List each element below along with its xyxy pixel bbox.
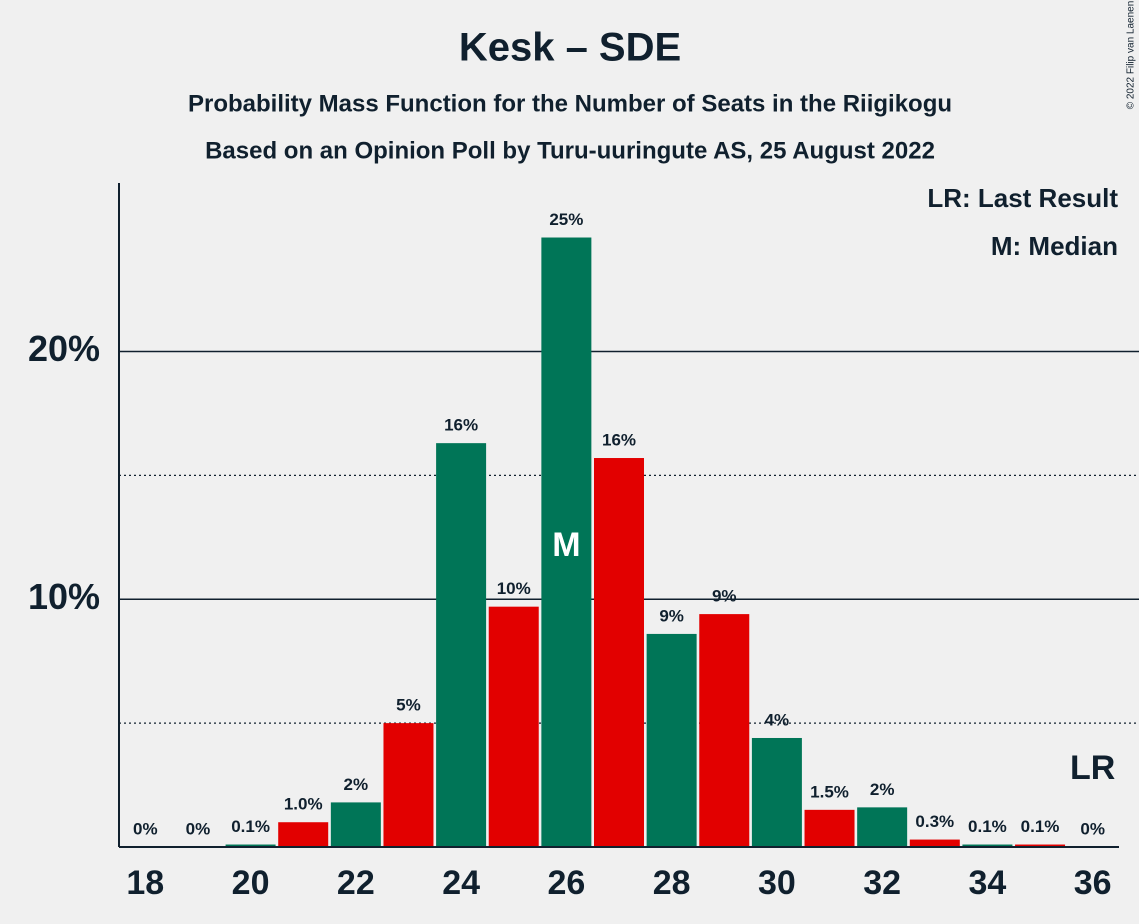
chart-subtitle: Based on an Opinion Poll by Turu-uuringu… xyxy=(205,137,935,164)
value-label: 0% xyxy=(1080,819,1105,838)
chart-title: Kesk – SDE xyxy=(459,26,681,70)
bar xyxy=(383,723,434,847)
bar xyxy=(278,822,329,847)
value-label: 0.1% xyxy=(1021,817,1060,836)
bar xyxy=(751,737,802,847)
value-label: 9% xyxy=(712,587,737,606)
bar xyxy=(962,844,1013,847)
chart-subtitle: Probability Mass Function for the Number… xyxy=(188,90,952,117)
value-label: 2% xyxy=(870,780,895,799)
bar xyxy=(225,844,276,847)
bar xyxy=(804,809,855,847)
x-tick-label: 20 xyxy=(232,864,270,902)
value-label: 10% xyxy=(497,579,531,598)
value-label: 4% xyxy=(765,710,790,729)
value-label: 9% xyxy=(659,606,684,625)
value-label: 1.5% xyxy=(810,782,849,801)
x-tick-label: 30 xyxy=(758,864,796,902)
x-tick-label: 36 xyxy=(1074,864,1112,902)
x-tick-label: 24 xyxy=(442,864,480,902)
bar xyxy=(330,802,381,847)
y-tick-label: 20% xyxy=(28,328,100,369)
x-tick-label: 26 xyxy=(547,864,585,902)
value-label: 16% xyxy=(602,430,636,449)
value-label: 5% xyxy=(396,696,421,715)
last-result-marker: LR xyxy=(1070,749,1115,787)
x-tick-label: 34 xyxy=(969,864,1007,902)
legend-entry: LR: Last Result xyxy=(927,183,1118,213)
value-label: 0.3% xyxy=(915,812,954,831)
bar xyxy=(699,614,750,847)
value-label: 0.1% xyxy=(231,817,270,836)
x-tick-label: 22 xyxy=(337,864,375,902)
value-label: 25% xyxy=(549,210,583,229)
bar xyxy=(857,807,908,847)
legend-entry: M: Median xyxy=(991,231,1118,261)
value-label: 0% xyxy=(186,819,211,838)
x-tick-label: 18 xyxy=(126,864,164,902)
value-label: 16% xyxy=(444,416,478,435)
copyright: © 2022 Filip van Laenen xyxy=(1126,1,1137,110)
x-tick-label: 32 xyxy=(863,864,901,902)
bar xyxy=(646,633,697,847)
value-label: 0% xyxy=(133,819,158,838)
bar xyxy=(488,606,539,847)
bar xyxy=(436,443,487,847)
bar xyxy=(909,839,960,847)
bar xyxy=(1015,844,1066,847)
value-label: 0.1% xyxy=(968,817,1007,836)
y-tick-label: 10% xyxy=(28,576,100,617)
value-label: 1.0% xyxy=(284,795,323,814)
x-tick-label: 28 xyxy=(653,864,691,902)
bar xyxy=(541,237,592,848)
median-marker: M xyxy=(552,526,580,564)
value-label: 2% xyxy=(344,775,369,794)
bar xyxy=(594,458,644,847)
